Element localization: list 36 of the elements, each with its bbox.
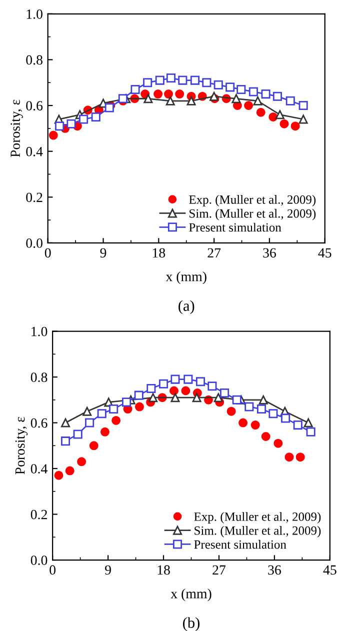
y-tick-label: 0.0 — [26, 238, 42, 248]
text: (b) — [183, 617, 200, 631]
x-axis-title: x (mm) — [166, 272, 206, 284]
legend-label: Exp. (Muller et al., 2009) — [194, 512, 321, 524]
x-tick-label: 45 — [323, 565, 336, 575]
y-axis-title: Porosity, ε — [10, 100, 23, 158]
x-tick-label: 0 — [50, 565, 56, 575]
legend-label: Exp. (Muller et al., 2009) — [189, 195, 316, 206]
legend-label: Sim. (Muller et al., 2009) — [190, 208, 316, 220]
x-tick-label: 27 — [208, 248, 221, 258]
x-tick-label: 45 — [318, 248, 332, 258]
y-tick-label: 1.0 — [26, 9, 42, 19]
y-tick-label: 0.2 — [26, 192, 42, 202]
x-tick-label: 18 — [152, 248, 166, 258]
y-tick-label: 0.0 — [30, 556, 48, 566]
x-tick-label: 9 — [100, 248, 106, 258]
y-tick-label: 0.4 — [30, 464, 48, 474]
y-tick-label: 0.8 — [26, 55, 42, 65]
x-tick-label: 0 — [44, 248, 51, 258]
y-tick-label: 1.0 — [32, 326, 48, 336]
y-tick-label: 0.6 — [26, 101, 43, 111]
legend-label: Present simulation — [189, 222, 282, 232]
x-tick-label: 18 — [158, 565, 170, 575]
y-tick-label: 0.4 — [26, 146, 43, 156]
x-tick-label: 36 — [268, 565, 281, 575]
x-tick-label: 27 — [212, 565, 226, 575]
legend-label: Present simulation — [194, 540, 286, 549]
text: (a) — [178, 300, 194, 314]
x-tick-label: 9 — [105, 565, 111, 575]
y-tick-label: 0.6 — [30, 418, 48, 428]
y-axis-title: Porosity, ε — [15, 416, 28, 474]
y-tick-label: 0.2 — [30, 510, 47, 520]
x-axis-title: x (mm) — [170, 588, 212, 602]
legend-label: Sim. (Muller et al., 2009) — [194, 526, 321, 538]
y-tick-label: 0.8 — [30, 372, 48, 382]
x-tick-label: 36 — [263, 248, 276, 258]
